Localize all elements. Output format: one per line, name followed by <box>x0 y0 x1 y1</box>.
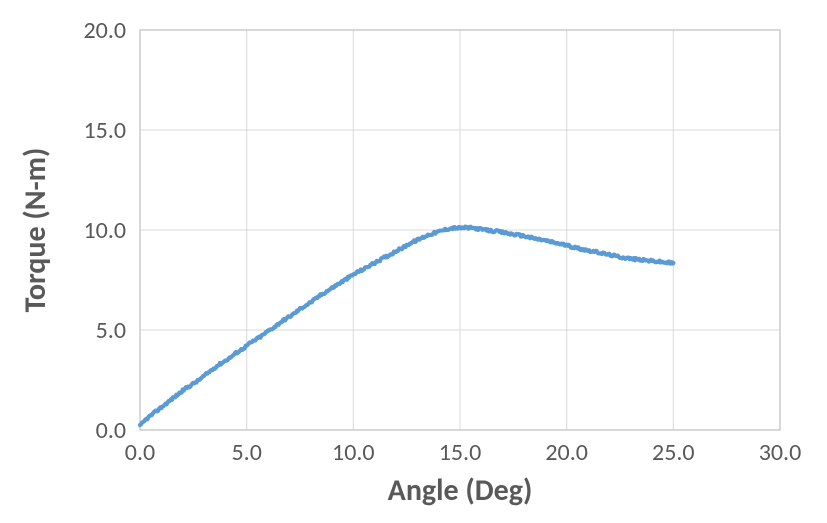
x-tick-label: 15.0 <box>439 438 482 467</box>
x-tick-label: 5.0 <box>231 438 261 467</box>
x-axis-label: Angle (Deg) <box>388 472 533 509</box>
y-axis-label: Torque (N-m) <box>17 148 54 313</box>
x-tick-label: 25.0 <box>652 438 695 467</box>
y-tick-label: 5.0 <box>96 316 126 345</box>
x-tick-label: 0.0 <box>125 438 155 467</box>
series-marker <box>671 261 675 265</box>
chart-container: 0.0 5.0 10.0 15.0 20.0 25.0 30.0 0.0 5.0 10.0 15.0… <box>0 0 827 523</box>
x-tick-label: 10.0 <box>332 438 375 467</box>
y-tick-label: 20.0 <box>83 16 126 45</box>
y-tick-label: 0.0 <box>96 416 126 445</box>
x-tick-label: 30.0 <box>759 438 802 467</box>
torque-angle-chart: 0.0 5.0 10.0 15.0 20.0 25.0 30.0 0.0 5.0 10.0 15.0… <box>0 0 827 523</box>
y-tick-label: 10.0 <box>83 216 126 245</box>
x-tick-label: 20.0 <box>545 438 588 467</box>
y-tick-label: 15.0 <box>83 116 126 145</box>
